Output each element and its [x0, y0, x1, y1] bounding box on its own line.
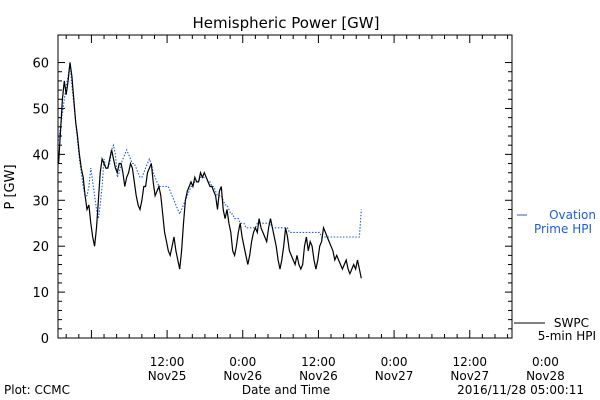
y-tick-label: 20: [32, 240, 49, 255]
x-tick-sublabel: Nov26: [299, 369, 338, 383]
x-tick-sublabel: Nov25: [148, 369, 187, 383]
x-tick-sublabel: Nov26: [223, 369, 262, 383]
x-tick-label: 0:00: [532, 355, 559, 369]
x-tick-label: 0:00: [381, 355, 408, 369]
x-axis: 12:00Nov250:00Nov2612:00Nov260:00Nov2712…: [65, 35, 565, 383]
footer-timestamp: 2016/11/28 05:00:11: [457, 383, 584, 397]
legend-swpc-label: SWPC: [554, 316, 589, 330]
y-tick-label: 10: [32, 286, 49, 301]
x-tick-label: 12:00: [150, 355, 185, 369]
y-axis-label: P [GW]: [3, 164, 18, 209]
chart-title: Hemispheric Power [GW]: [193, 14, 380, 32]
legend-swpc-sublabel: 5-min HPI: [538, 329, 596, 343]
footer-plot-credit: Plot: CCMC: [4, 383, 70, 397]
x-axis-label: Date and Time: [242, 383, 330, 397]
y-axis: 0 10 20 30 40 50 60: [32, 57, 512, 347]
x-tick-label: 12:00: [301, 355, 336, 369]
x-tick-label: 12:00: [452, 355, 487, 369]
legend-ovation-label: Ovation: [549, 208, 596, 222]
plot-frame: [57, 34, 513, 339]
x-tick-sublabel: Nov27: [450, 369, 489, 383]
y-tick-label: 0: [41, 332, 49, 347]
x-tick-sublabel: Nov28: [526, 369, 565, 383]
x-tick-label: 0:00: [229, 355, 256, 369]
series-ovation-line: [58, 62, 362, 238]
legend-ovation-sublabel: Prime HPI: [534, 222, 592, 236]
x-tick-sublabel: Nov27: [375, 369, 414, 383]
y-tick-label: 50: [32, 102, 49, 117]
series-swpc-line: [58, 62, 362, 279]
y-tick-label: 30: [32, 194, 49, 209]
y-tick-label: 60: [32, 57, 49, 72]
y-tick-label: 40: [32, 148, 49, 163]
